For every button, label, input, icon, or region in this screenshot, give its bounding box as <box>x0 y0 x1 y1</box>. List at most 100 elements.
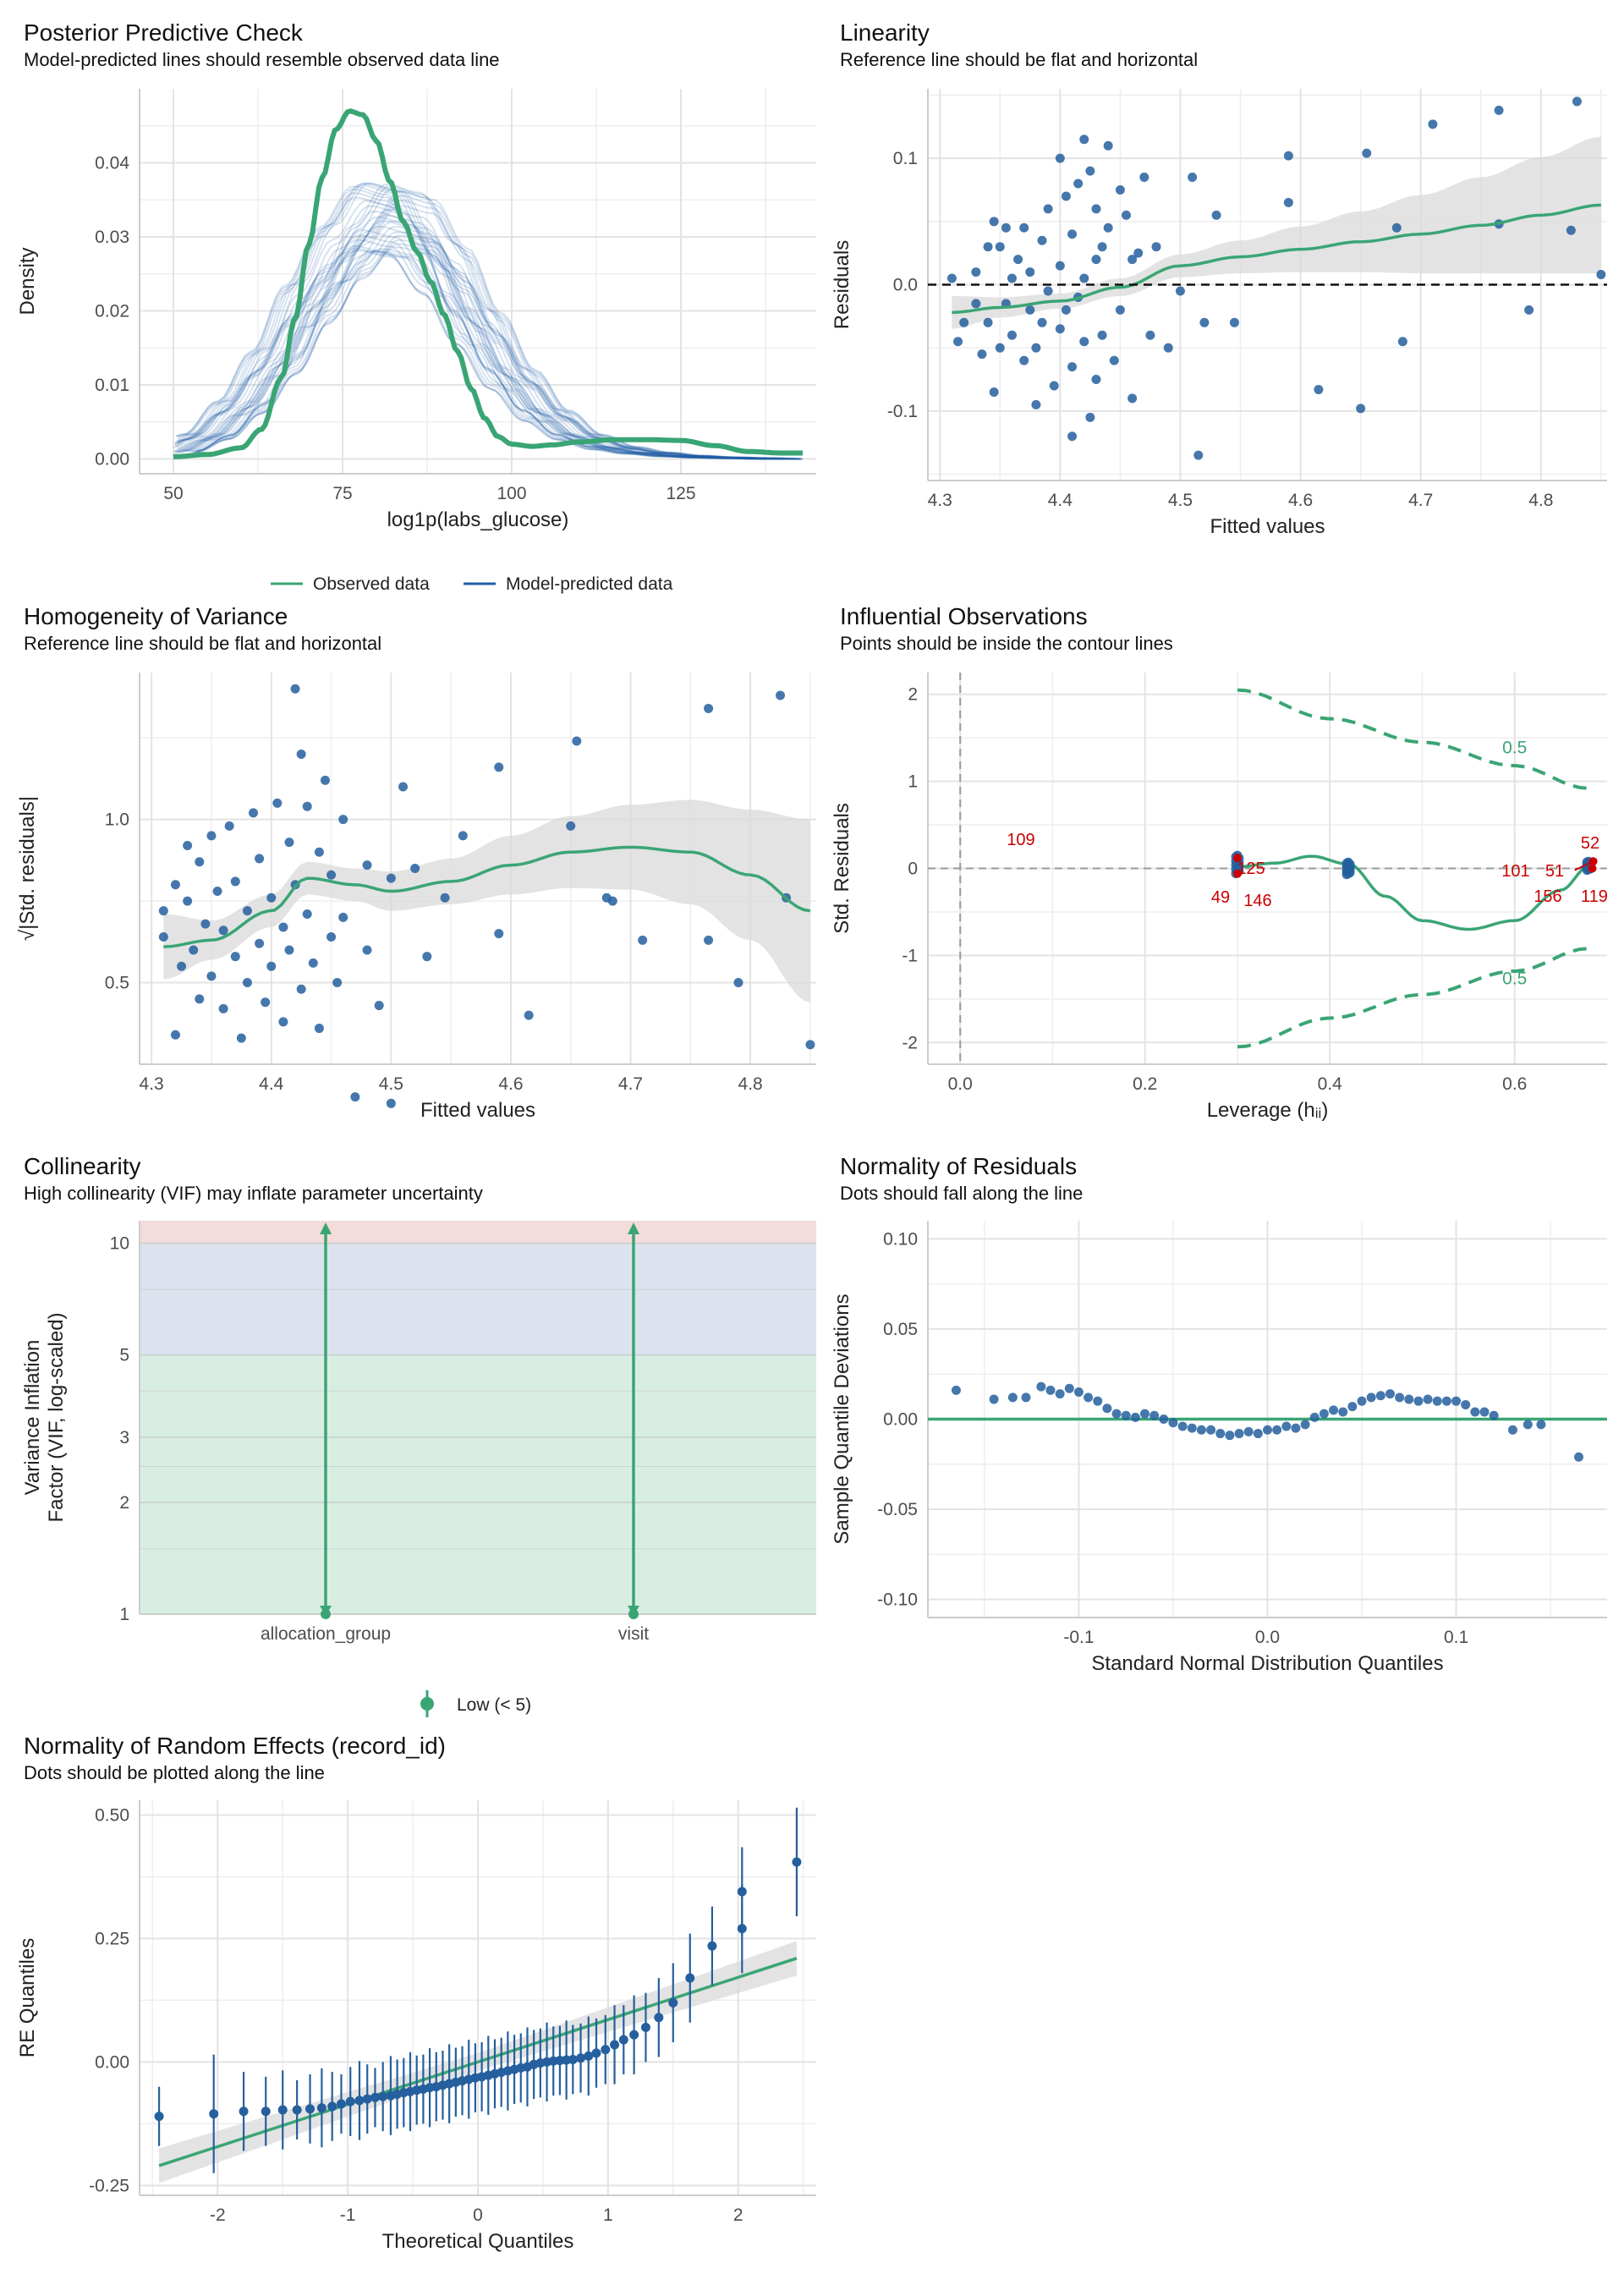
data-point <box>1079 337 1089 347</box>
data-point <box>733 978 743 988</box>
data-point <box>640 2023 650 2033</box>
y-tick-label: 0.00 <box>95 450 129 470</box>
y-axis-label-line: Density <box>16 247 39 315</box>
x-tick-label: 4.8 <box>1528 491 1553 510</box>
data-point <box>284 945 294 955</box>
data-point <box>1049 381 1059 391</box>
x-tick-label: -2 <box>210 2205 226 2225</box>
y-axis-label-line: Factor (VIF, log-scaled) <box>45 1312 68 1522</box>
data-point <box>200 919 211 929</box>
data-point <box>1031 343 1041 353</box>
data-point <box>1019 355 1029 365</box>
smooth-line <box>1237 854 1589 931</box>
data-point <box>638 935 648 945</box>
y-tick-label: 0 <box>908 860 918 879</box>
data-point <box>338 815 348 825</box>
data-point <box>1507 1425 1517 1435</box>
data-point <box>1291 1423 1301 1433</box>
contour-label: 0.5 <box>1502 739 1527 758</box>
predicted-density-line <box>176 188 780 460</box>
y-tick-label: 0.0 <box>893 276 918 295</box>
x-tick-label: 4.4 <box>1048 491 1073 510</box>
data-point <box>1091 255 1101 265</box>
predicted-density-line <box>178 248 782 460</box>
data-point <box>326 932 337 942</box>
data-point <box>302 909 312 920</box>
y-tick-label: -1 <box>902 946 918 965</box>
data-point <box>170 880 180 890</box>
predicted-density-line <box>174 211 799 460</box>
predicted-density-line <box>174 250 783 460</box>
point-label: 109 <box>1007 831 1034 849</box>
data-point <box>277 2105 288 2115</box>
data-point <box>1149 1410 1160 1420</box>
predicted-density-line <box>176 205 796 460</box>
predicted-density-line <box>178 182 793 460</box>
data-point <box>1413 1396 1424 1406</box>
y-axis-label-line: Residuals <box>831 240 853 329</box>
x-tick-label: 50 <box>163 484 183 503</box>
data-point <box>1536 1420 1546 1430</box>
predicted-density-line <box>196 190 800 460</box>
data-point <box>249 808 259 818</box>
data-point <box>314 847 324 857</box>
data-point <box>1151 242 1161 252</box>
data-point <box>1007 330 1017 340</box>
data-point <box>989 217 999 227</box>
data-point <box>370 2092 380 2102</box>
data-point <box>1199 317 1210 327</box>
data-point <box>1079 135 1089 145</box>
data-point <box>224 821 234 831</box>
data-point <box>316 2103 326 2113</box>
data-point <box>1196 1425 1206 1435</box>
data-point <box>183 840 193 850</box>
data-point <box>206 831 217 841</box>
data-point <box>1109 355 1119 365</box>
x-tick-label: -0.1 <box>1063 1628 1094 1647</box>
data-point <box>1451 1396 1462 1406</box>
data-point <box>1115 305 1125 315</box>
data-point <box>1055 153 1065 163</box>
data-point <box>195 857 205 867</box>
y-tick-label: 0.1 <box>893 149 918 168</box>
y-axis-label-line: Sample Quantile Deviations <box>831 1294 853 1544</box>
data-point <box>1102 1403 1112 1414</box>
y-tick-label: -0.05 <box>877 1500 918 1519</box>
data-point <box>1073 179 1084 189</box>
data-point <box>261 2106 271 2117</box>
data-point <box>255 938 265 948</box>
data-point <box>1566 225 1576 235</box>
legend-label-observed: Observed data <box>313 574 430 594</box>
data-point <box>1309 1412 1320 1422</box>
vif-band <box>140 1243 816 1355</box>
predicted-density-line <box>189 220 798 460</box>
data-point <box>1139 173 1149 183</box>
y-axis-label: Sample Quantile Deviations <box>831 1294 853 1544</box>
data-point <box>1187 1423 1197 1433</box>
data-point <box>242 906 252 916</box>
data-point <box>568 2054 578 2064</box>
y-tick-label: 0.00 <box>883 1410 918 1430</box>
predicted-density-line <box>177 184 787 460</box>
data-point <box>332 978 343 988</box>
x-tick-label: 4.6 <box>1288 491 1313 510</box>
data-point <box>1093 1396 1103 1406</box>
data-point <box>305 2104 315 2114</box>
data-point <box>242 978 252 988</box>
data-point <box>1329 1405 1339 1415</box>
data-point <box>946 273 957 283</box>
data-point <box>1145 330 1155 340</box>
influential-point <box>1588 864 1597 873</box>
data-point <box>336 2099 346 2109</box>
data-point <box>1572 96 1582 107</box>
data-point <box>591 2048 601 2058</box>
data-point <box>1283 151 1293 161</box>
data-point <box>386 873 396 883</box>
panel-qq: Normality of Residuals Dots should fall a… <box>831 1153 1607 1675</box>
x-axis-label: Fitted values <box>420 1099 535 1122</box>
data-point <box>209 2109 219 2119</box>
data-point <box>1163 343 1173 353</box>
data-point <box>1067 229 1078 239</box>
y-tick-label: 0.10 <box>883 1229 918 1249</box>
data-point <box>704 703 714 713</box>
